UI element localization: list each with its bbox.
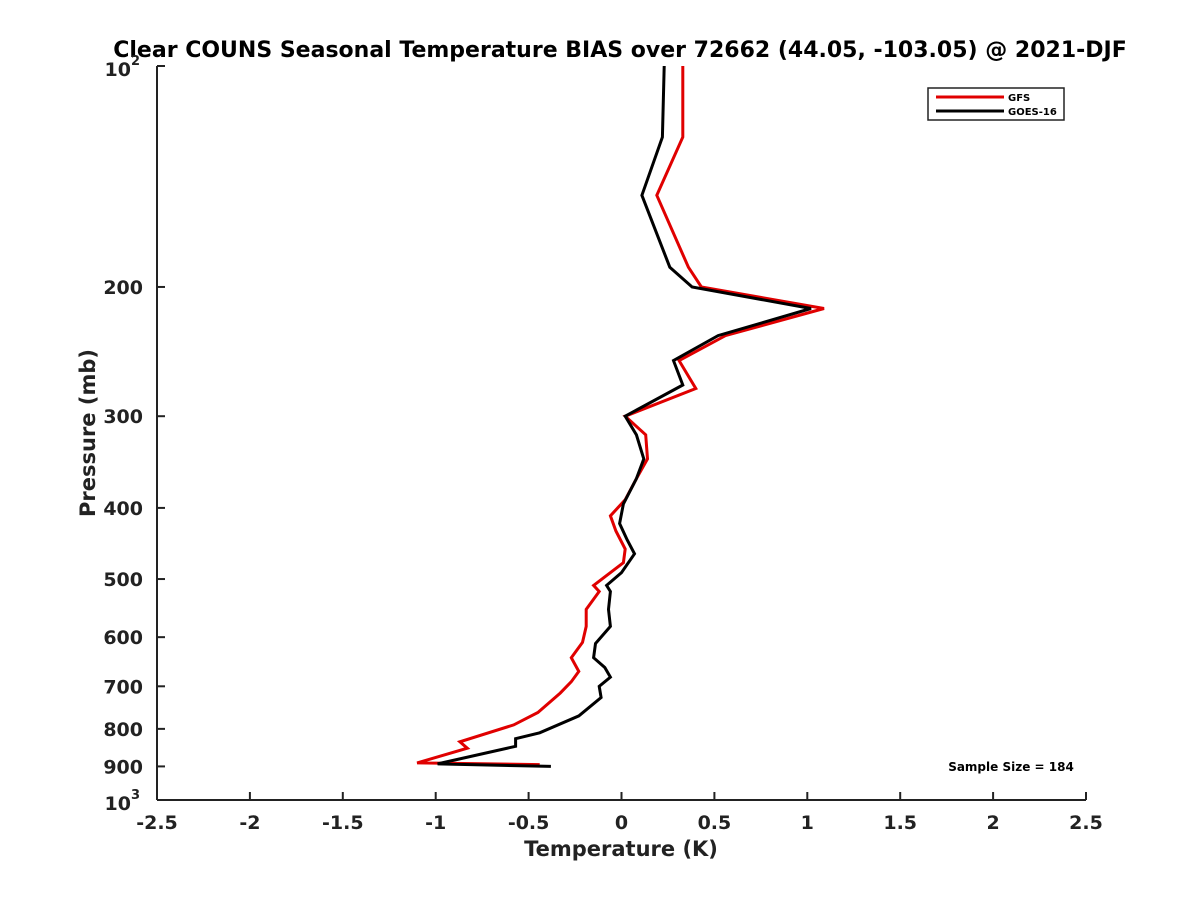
x-tick-label: 1.5	[883, 812, 917, 834]
x-tick-label: 2	[986, 812, 999, 834]
x-tick-label: 2.5	[1069, 812, 1103, 834]
y-tick-label: 400	[103, 498, 143, 520]
y-tick-label: 700	[103, 676, 143, 698]
axes-layer: -2.5 -2 -1.5 -1 -0.5 0 0.5 1 1.5 2 2.510 2200300400…	[103, 54, 1103, 834]
x-tick-label: -2	[239, 812, 260, 834]
x-tick-label: -1.5	[322, 812, 364, 834]
x-tick-label: -2.5	[136, 812, 178, 834]
y-tick-exponent: 2	[131, 54, 140, 69]
y-tick-label: 900	[103, 756, 143, 778]
legend-box	[927, 87, 1065, 121]
y-tick-label-power: 10 2	[105, 54, 141, 81]
series-line-gfs	[416, 66, 825, 767]
x-tick-label: -1	[425, 812, 446, 834]
y-tick-label: 800	[103, 719, 143, 741]
x-axis-label: Temperature (K)	[524, 837, 718, 861]
legend-label: GFS	[1008, 93, 1030, 104]
y-tick-base: 10	[105, 59, 131, 81]
y-tick-label: 600	[103, 627, 143, 649]
y-tick-base: 10	[105, 793, 131, 815]
series-layer	[416, 65, 825, 768]
x-tick-label: 0.5	[698, 812, 732, 834]
x-tick-label: -0.5	[508, 812, 550, 834]
y-tick-label: 200	[103, 277, 143, 299]
y-axis-label: Pressure (mb)	[76, 349, 100, 517]
legend-label: GOES-16	[1008, 107, 1057, 118]
y-tick-exponent: 3	[131, 788, 140, 803]
x-tick-label: 0	[615, 812, 628, 834]
x-tick-label: 1	[801, 812, 814, 834]
y-tick-label: 300	[103, 406, 143, 428]
series-line-goes-16	[437, 65, 812, 768]
y-tick-label: 500	[103, 569, 143, 591]
legend: GFS GOES-16	[927, 87, 1065, 121]
y-tick-label-power: 10 3	[105, 788, 141, 815]
chart-title: Clear COUNS Seasonal Temperature BIAS ov…	[113, 38, 1126, 63]
sample-size-annotation: Sample Size = 184	[948, 760, 1074, 774]
